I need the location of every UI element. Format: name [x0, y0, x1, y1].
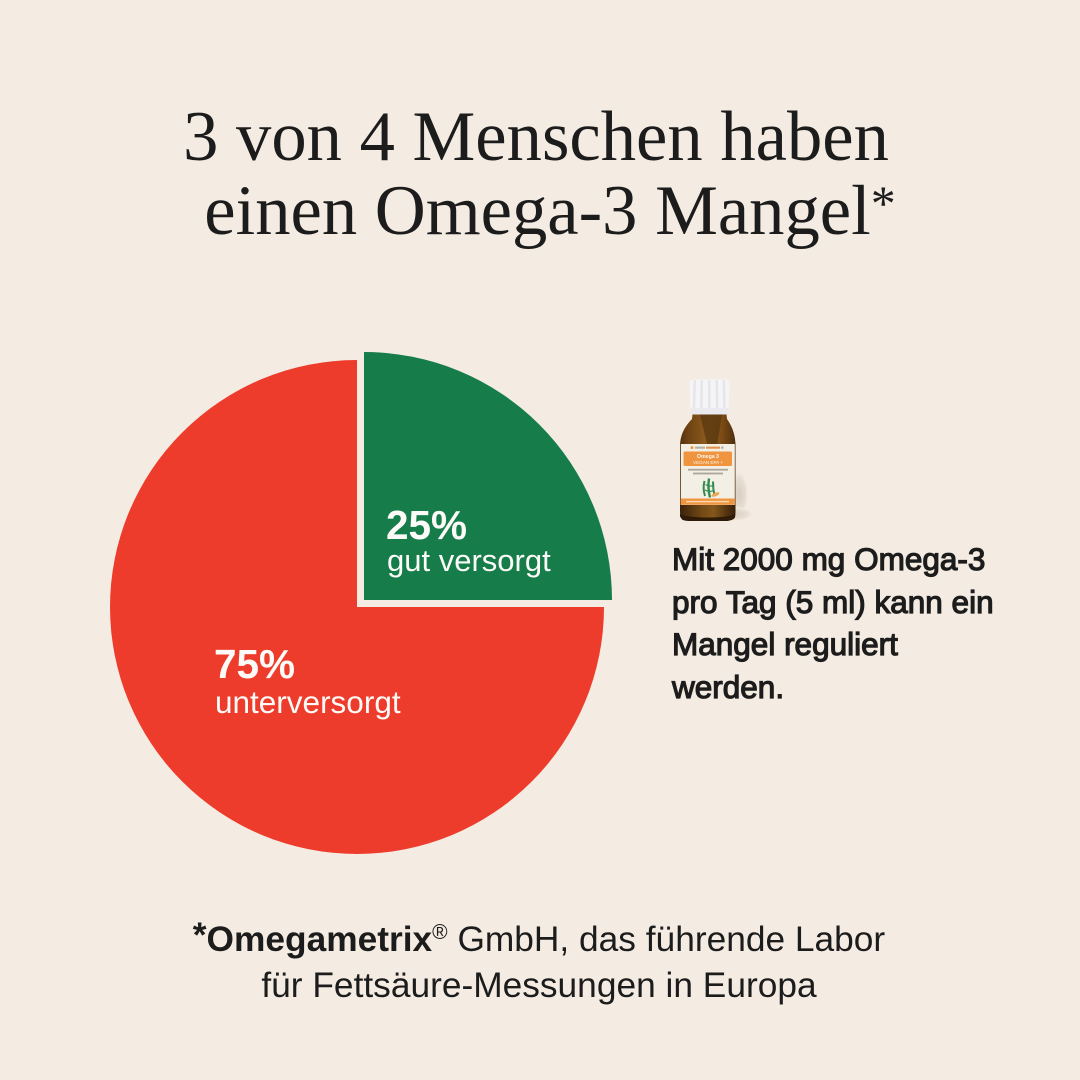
svg-text:Omega 3: Omega 3 [697, 454, 719, 460]
svg-text:VEGAN EPA +: VEGAN EPA + [693, 460, 723, 465]
